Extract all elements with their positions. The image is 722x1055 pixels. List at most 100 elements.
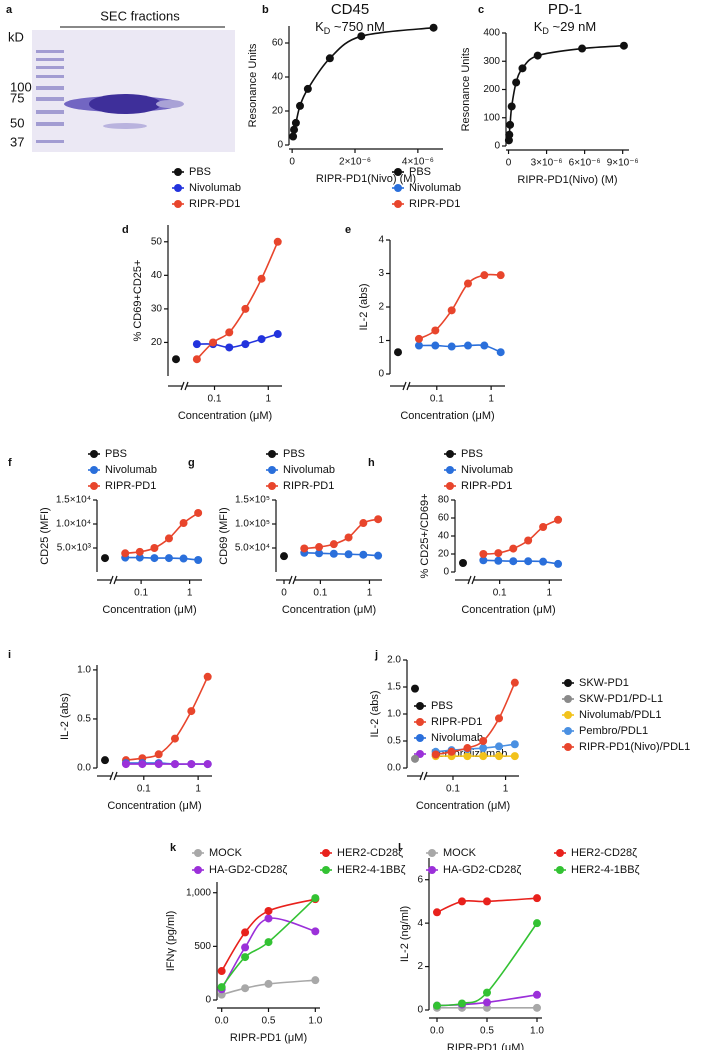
- subtitle-part: ~750 nM: [330, 19, 385, 34]
- y-tick-label: 0.0: [387, 763, 401, 774]
- data-point: [495, 714, 504, 723]
- x-tick-label: 0: [281, 588, 287, 599]
- data-point: [192, 355, 201, 364]
- panel-label: j: [374, 649, 378, 661]
- legend-label: MOCK: [209, 847, 243, 859]
- data-point: [241, 304, 250, 313]
- legend-marker: [416, 718, 424, 726]
- data-point: [264, 938, 273, 947]
- data-point: [463, 279, 472, 288]
- data-point: [524, 536, 533, 545]
- data-point: [506, 120, 515, 129]
- legend-marker: [322, 849, 330, 857]
- y-axis-label: IL-2 (abs): [369, 690, 381, 737]
- y-axis-label: CD25 (MFI): [39, 507, 51, 564]
- data-point: [539, 557, 548, 566]
- legend-marker: [564, 743, 572, 751]
- x-tick-label: 0.1: [430, 394, 444, 405]
- x-axis-label: Concentration (μM): [400, 410, 494, 422]
- data-point: [494, 549, 503, 558]
- x-tick-label: 0.5: [262, 1016, 276, 1027]
- legend-label: PBS: [409, 166, 431, 178]
- data-point: [179, 519, 188, 528]
- ladder: [36, 50, 64, 143]
- panel-label: i: [8, 649, 11, 661]
- legend-label: PBS: [461, 448, 483, 460]
- x-tick-label: 0.0: [215, 1016, 229, 1027]
- x-axis-break: [292, 575, 297, 585]
- x-tick-label: 9×10⁻⁶: [607, 158, 639, 169]
- legend-label: Nivolumab/PDL1: [579, 709, 662, 721]
- data-point: [241, 984, 250, 993]
- y-axis-label: IFNγ (pg/ml): [165, 911, 177, 972]
- data-point: [150, 544, 159, 552]
- data-point: [344, 533, 353, 542]
- data-point: [280, 552, 288, 561]
- data-point: [241, 340, 250, 349]
- data-point: [509, 557, 518, 566]
- data-point: [164, 554, 173, 563]
- y-axis-label: Resonance Units: [460, 47, 472, 131]
- data-point: [187, 707, 196, 716]
- data-point: [447, 747, 456, 756]
- legend-label: Nivolumab: [409, 182, 461, 194]
- x-tick-label: 1: [265, 394, 271, 405]
- legend-marker: [174, 200, 182, 208]
- data-point: [289, 132, 298, 141]
- x-tick-label: 0.0: [430, 1026, 444, 1037]
- data-point: [241, 943, 250, 952]
- x-tick-label: 0.1: [446, 784, 460, 795]
- legend-marker: [394, 184, 402, 192]
- data-point: [290, 125, 299, 134]
- series-line: [221, 979, 316, 996]
- y-tick-label: 0: [494, 141, 500, 152]
- data-point: [241, 953, 250, 962]
- legend-label: SKW-PD1/PD-L1: [579, 693, 663, 705]
- legend-marker: [394, 168, 402, 176]
- data-point: [619, 41, 628, 50]
- data-point: [264, 914, 273, 923]
- x-tick-label: 0.1: [208, 394, 222, 405]
- legend-label: MOCK: [443, 847, 477, 859]
- series-line: [436, 922, 538, 1007]
- data-point: [554, 559, 563, 568]
- y-tick-label: 0.5: [387, 736, 401, 747]
- y-axis-label: IL-2 (ng/ml): [399, 906, 411, 962]
- data-point: [524, 557, 533, 566]
- data-point: [121, 760, 130, 769]
- panel-label: b: [262, 4, 269, 16]
- x-axis-break: [180, 381, 185, 391]
- series-line: [220, 898, 316, 972]
- data-point: [170, 760, 179, 769]
- x-tick-label: 1: [367, 588, 373, 599]
- x-tick-label: 1: [187, 588, 193, 599]
- data-point: [170, 734, 179, 743]
- x-tick-label: 0: [289, 157, 295, 168]
- y-tick-label: 0.5: [77, 714, 91, 725]
- y-tick-label: 0: [205, 995, 211, 1006]
- data-point: [296, 101, 304, 110]
- legend-label: HA-GD2-CD28ζ: [443, 864, 521, 876]
- data-point: [447, 342, 456, 351]
- data-point: [533, 51, 542, 60]
- x-axis-break: [109, 771, 114, 781]
- panel-label: f: [8, 457, 12, 469]
- legend-label: RIPR-PD1: [105, 480, 156, 492]
- x-axis-break: [467, 575, 472, 585]
- y-tick-label: 1.5×10⁴: [56, 495, 91, 506]
- chart-panel: i 0.0 0.5 1.0 0.1 1 Concentration (μM) IL-2 (ab…: [8, 649, 507, 812]
- x-tick-label: 4×10⁻⁶: [402, 157, 434, 168]
- y-tick-label: 60: [438, 513, 450, 524]
- x-axis-label: RIPR-PD1(Nivo) (M): [517, 174, 617, 186]
- data-point: [512, 78, 521, 87]
- data-point: [431, 341, 440, 350]
- x-axis-break: [113, 575, 118, 585]
- gel-image: [32, 30, 235, 152]
- x-tick-label: 1.0: [530, 1026, 544, 1037]
- chart-subtitle: KD ~29 nM: [534, 19, 597, 36]
- gel-panel: a SEC fractions kD 100 75 50 37: [6, 4, 235, 152]
- y-axis-label: IL-2 (abs): [59, 693, 71, 740]
- y-tick-label: 1.5: [387, 682, 401, 693]
- data-point: [359, 519, 368, 528]
- data-point: [194, 508, 203, 517]
